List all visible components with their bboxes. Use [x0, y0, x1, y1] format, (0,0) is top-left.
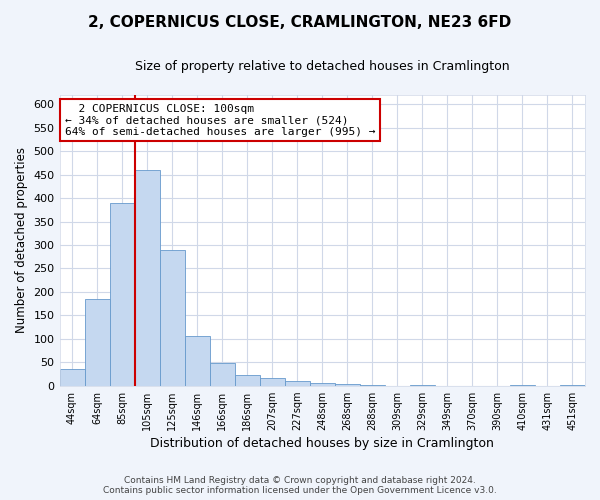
Bar [209, 363, 235, 386]
Bar [310, 384, 335, 386]
Bar [185, 336, 209, 386]
Y-axis label: Number of detached properties: Number of detached properties [15, 148, 28, 334]
Bar [85, 299, 110, 386]
Text: 2, COPERNICUS CLOSE, CRAMLINGTON, NE23 6FD: 2, COPERNICUS CLOSE, CRAMLINGTON, NE23 6… [88, 15, 512, 30]
Bar [110, 203, 134, 386]
Bar [335, 384, 360, 386]
Bar [260, 378, 285, 386]
Bar [59, 370, 85, 386]
Bar [134, 170, 160, 386]
Bar [285, 381, 310, 386]
X-axis label: Distribution of detached houses by size in Cramlington: Distribution of detached houses by size … [151, 437, 494, 450]
Bar [160, 250, 185, 386]
Text: Contains HM Land Registry data © Crown copyright and database right 2024.
Contai: Contains HM Land Registry data © Crown c… [103, 476, 497, 495]
Bar [235, 376, 260, 386]
Title: Size of property relative to detached houses in Cramlington: Size of property relative to detached ho… [135, 60, 509, 73]
Text: 2 COPERNICUS CLOSE: 100sqm
← 34% of detached houses are smaller (524)
64% of sem: 2 COPERNICUS CLOSE: 100sqm ← 34% of deta… [65, 104, 375, 137]
